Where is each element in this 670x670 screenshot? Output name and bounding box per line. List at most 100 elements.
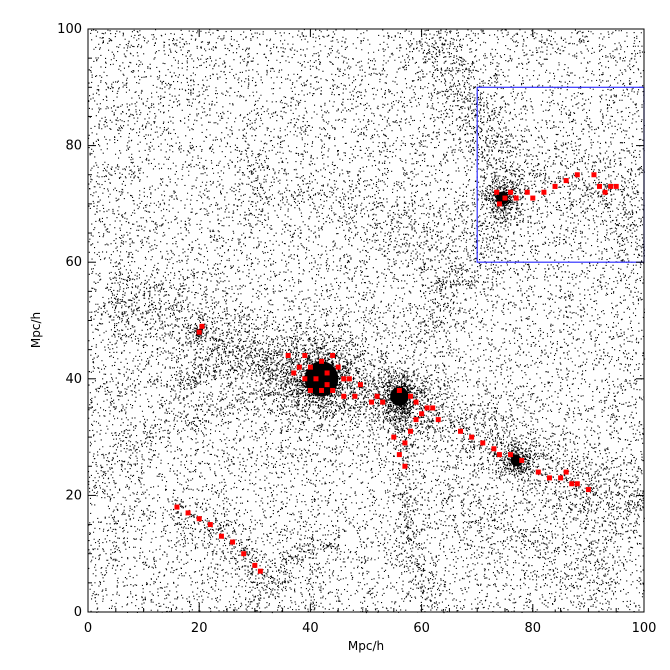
halo-point (207, 522, 213, 528)
halo-point (407, 428, 413, 434)
halo-point (285, 352, 291, 358)
halo-point (563, 469, 569, 475)
halo-point (541, 189, 547, 195)
halo-point (369, 399, 375, 405)
halo-point (491, 446, 497, 452)
halo-point (396, 452, 402, 458)
halo-point (496, 452, 502, 458)
halo-point (585, 487, 591, 493)
halo-point (319, 387, 325, 393)
halo-point (424, 405, 430, 411)
halo-point (574, 172, 580, 178)
halo-point (496, 201, 502, 207)
x-tick-label: 20 (191, 621, 208, 636)
halo-point (494, 189, 500, 195)
halo-point (591, 172, 597, 178)
halo-point (252, 562, 258, 568)
x-tick-label: 60 (413, 621, 430, 636)
halo-point (419, 411, 425, 417)
halo-point (324, 370, 330, 376)
halo-point (597, 183, 603, 189)
halo-markers (174, 172, 619, 574)
halo-point (546, 475, 552, 481)
halo-point (552, 183, 558, 189)
halo-point (524, 189, 530, 195)
halo-point (319, 358, 325, 364)
x-axis-label: Mpc/h (348, 639, 384, 653)
halo-point (613, 183, 619, 189)
x-tick-label: 0 (84, 621, 92, 636)
halo-point (402, 440, 408, 446)
halo-point (296, 364, 302, 370)
halo-point (413, 417, 419, 423)
halo-point (480, 440, 486, 446)
halo-point (341, 376, 347, 382)
halo-point (574, 481, 580, 487)
halo-point (530, 195, 536, 201)
halo-point (291, 370, 297, 376)
halo-point (558, 475, 564, 481)
halo-point (430, 405, 436, 411)
halo-point (330, 352, 336, 358)
halo-point (396, 387, 402, 393)
halo-point (535, 469, 541, 475)
halo-point (307, 387, 313, 393)
halo-point (230, 539, 236, 545)
halo-point (185, 510, 191, 516)
particle-points (88, 29, 646, 614)
halo-point (608, 183, 614, 189)
halo-point (569, 481, 575, 487)
x-tick-label: 80 (525, 621, 542, 636)
halo-point (508, 452, 514, 458)
halo-point (313, 376, 319, 382)
cluster-a-core (304, 361, 339, 397)
halo-point (352, 393, 358, 399)
y-tick-label: 0 (74, 605, 82, 620)
particle-path (88, 29, 646, 614)
cluster-d-core (496, 191, 509, 205)
halo-point (196, 516, 202, 522)
halo-point (380, 399, 386, 405)
halo-point (469, 434, 475, 440)
y-tick-label: 40 (65, 372, 82, 387)
halo-point (435, 417, 441, 423)
axis-ticks: 0 20 40 60 80 100 0 20 40 60 80 100 (57, 22, 656, 636)
halo-point (374, 393, 380, 399)
halo-point (602, 189, 608, 195)
halo-point (357, 382, 363, 388)
halo-point (174, 504, 180, 510)
halo-point (407, 393, 413, 399)
y-tick-label: 60 (65, 255, 82, 270)
cluster-b-core (390, 386, 409, 406)
halo-point (391, 434, 397, 440)
y-tick-label: 20 (65, 488, 82, 503)
halo-point (563, 178, 569, 184)
halo-point (458, 428, 464, 434)
cluster-c-core (510, 454, 522, 467)
halo-point (196, 329, 202, 335)
halo-point (324, 382, 330, 388)
halo-point (302, 376, 308, 382)
halo-point (307, 364, 313, 370)
halo-point (341, 393, 347, 399)
halo-point (335, 364, 341, 370)
halo-point (257, 568, 263, 574)
halo-point (346, 376, 352, 382)
y-tick-label: 100 (57, 22, 82, 37)
x-tick-label: 40 (302, 621, 319, 636)
halo-point (302, 352, 308, 358)
halo-point (241, 551, 247, 557)
y-tick-label: 80 (65, 139, 82, 154)
halo-point (413, 399, 419, 405)
halo-point (502, 195, 508, 201)
halo-point (513, 195, 519, 201)
halo-point (402, 463, 408, 469)
halo-point (330, 387, 336, 393)
halo-point (218, 533, 224, 539)
halo-point (199, 323, 205, 329)
x-tick-label: 100 (632, 621, 657, 636)
y-axis-label: Mpc/h (29, 312, 43, 348)
halo-point (519, 457, 525, 463)
halo-point (508, 189, 514, 195)
